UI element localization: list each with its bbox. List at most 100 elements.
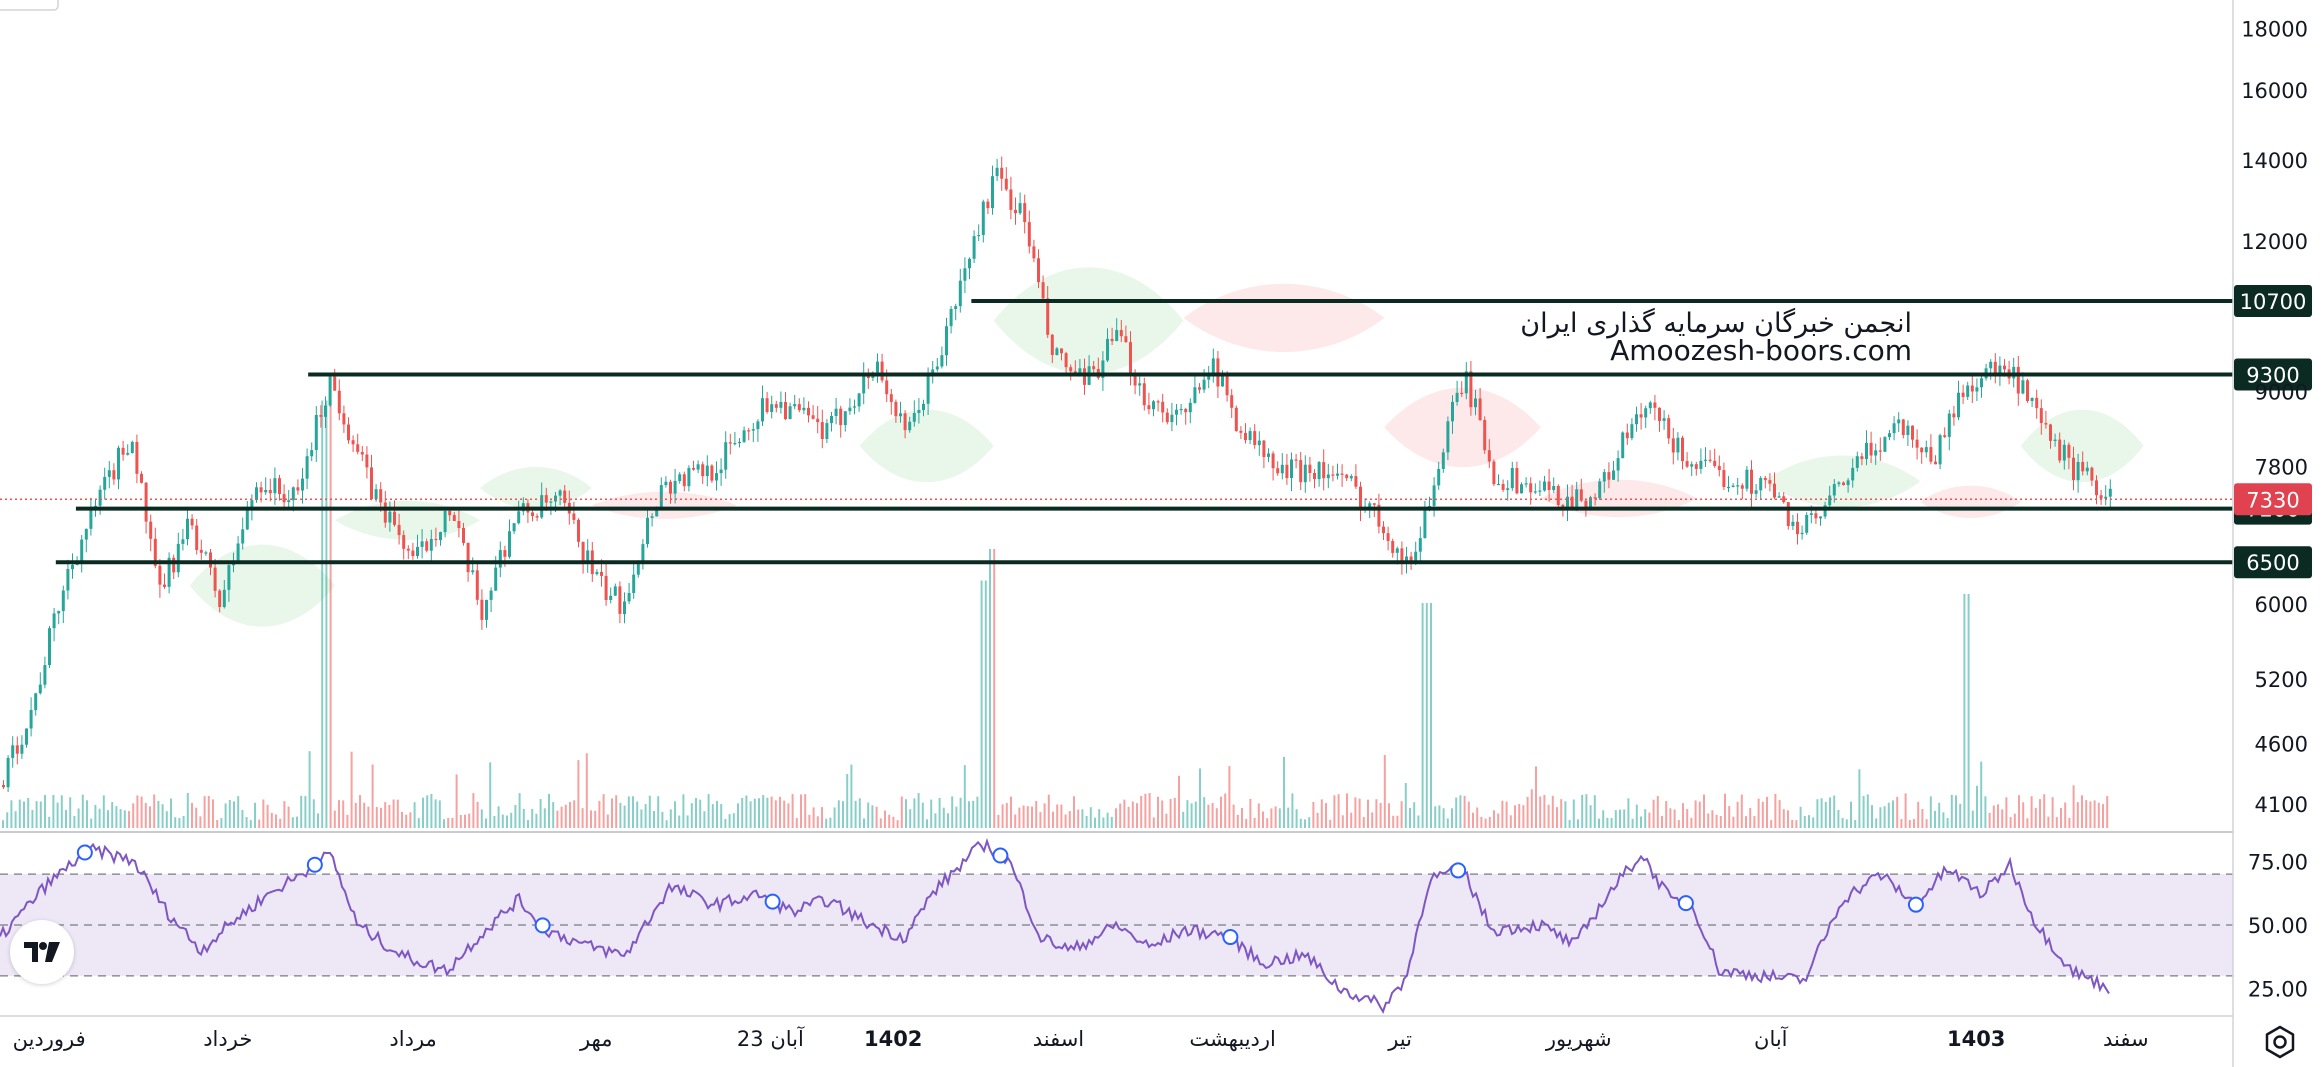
volume-bar [56,802,59,828]
volume-bar [1425,603,1428,828]
candle-body [1069,367,1073,372]
volume-bar [1333,795,1336,828]
candle-body [411,550,415,556]
candle-body [310,450,314,457]
candle-body [696,464,700,470]
volume-bar [144,802,147,828]
candle-body [728,442,732,444]
volume-bar [388,804,391,828]
candle-body [1460,392,1464,394]
volume-bar [1635,804,1638,828]
candle-body [1924,447,1928,453]
candle-body [853,406,856,408]
volume-bar [930,799,933,828]
candle-body [908,421,912,431]
level-label-box [2234,358,2312,391]
volume-bar [165,811,168,828]
candle-body [1796,521,1799,535]
candle-body [241,529,245,544]
candle-body [1179,409,1183,411]
volume-bar [1892,800,1894,828]
volume-bar [741,798,744,828]
volume-bar [480,809,483,828]
candle-body [1018,203,1022,214]
volume-bar [2068,817,2071,828]
volume-bar [1396,815,1399,828]
volume-bar [371,764,374,828]
volume-bar [1060,804,1063,828]
candle-body [1336,473,1339,476]
volume-bar [678,815,681,828]
volume-bar [1984,796,1987,828]
candle-body [1170,414,1174,423]
volume-bar [1451,808,1453,828]
volume-bar [1005,803,1008,828]
candle-body [1612,470,1615,480]
candle-body [1221,376,1224,387]
volume-bar [846,774,849,828]
candle-body [774,404,778,408]
volume-bar [1967,594,1970,828]
volume-bar [989,549,991,828]
candle-body [314,415,318,450]
candle-body [296,487,300,491]
volume-bar [396,799,399,828]
volume-bar [1564,801,1567,828]
price-axis[interactable]: 1070093007200650073301800016000140001200… [2234,17,2312,817]
candle-body [71,564,74,569]
candle-body [1579,489,1583,501]
candle-body [1133,373,1137,386]
level-label-box [2234,546,2312,579]
volume-bar [1480,816,1483,828]
candle-body [337,390,341,414]
volume-bar [258,819,261,828]
volume-bar [1640,816,1642,828]
candle-body [1851,467,1855,481]
volume-bar [14,811,17,828]
volume-bar [1312,802,1315,828]
volume-bar [1854,820,1857,828]
candle-body [1566,496,1569,509]
volume-bar [207,796,210,828]
time-axis[interactable]: فروردین خرداد مرداد مهر 23 آبان 1402 اسفند اردی… [13,1026,2149,1051]
candle-body [1308,464,1312,473]
tradingview-logo-icon[interactable] [10,920,74,984]
volume-bar [1287,807,1290,828]
candle-body [1846,480,1850,485]
candle-body [503,550,507,557]
volume-bar [434,799,437,828]
candle-body [489,590,493,600]
volume-bar [2034,807,2037,828]
volume-bar [1946,818,1949,828]
tradingview-logo-glyph [24,942,60,962]
candle-body [733,443,737,445]
volume-bar [1589,805,1592,828]
volume-bar [1887,802,1890,828]
candle-body [245,507,249,530]
candle-body [531,512,534,517]
rsi-axis[interactable]: 75.00 50.00 25.00 [2248,850,2308,1001]
volume-bar [459,815,462,828]
candle-body [1382,526,1385,534]
volume-bar [833,807,836,828]
volume-bar [1799,806,1802,828]
volume-bar [1862,796,1865,828]
candle-body [1386,533,1390,541]
candle-body [1533,491,1537,493]
volume-bar [1908,820,1911,828]
volume-bar [1593,795,1596,828]
volume-bar [18,799,21,828]
settings-gear-icon[interactable] [2262,1024,2298,1060]
candle-body [1704,459,1707,461]
candle-body [135,441,139,474]
volume-bar [825,818,828,828]
candle-body [632,574,636,593]
current-price-label: 7330 [2246,488,2299,512]
volume-bar [1976,785,1978,828]
volume-bar [1631,818,1634,828]
level-label: 6500 [2246,551,2299,575]
candle-body [1883,437,1887,452]
volume-bar [1551,795,1554,828]
volume-bar [1245,818,1248,828]
